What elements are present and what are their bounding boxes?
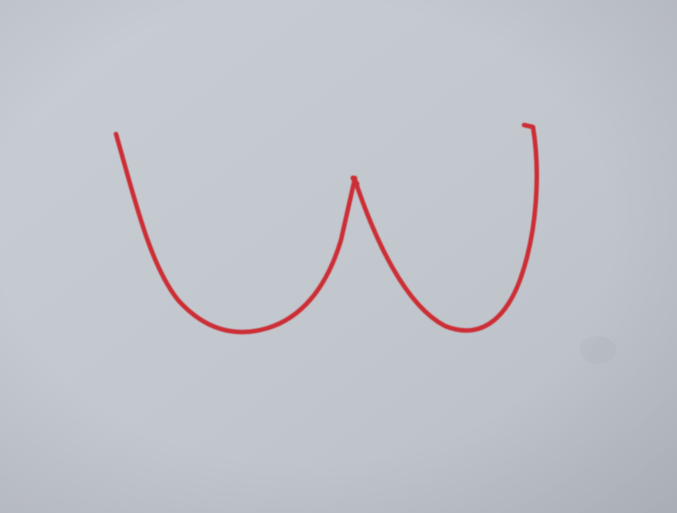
left-stroke (113, 131, 358, 335)
paper-smudge (580, 336, 616, 364)
handwritten-letter-w-icon (113, 122, 539, 335)
right-stroke (352, 122, 539, 333)
